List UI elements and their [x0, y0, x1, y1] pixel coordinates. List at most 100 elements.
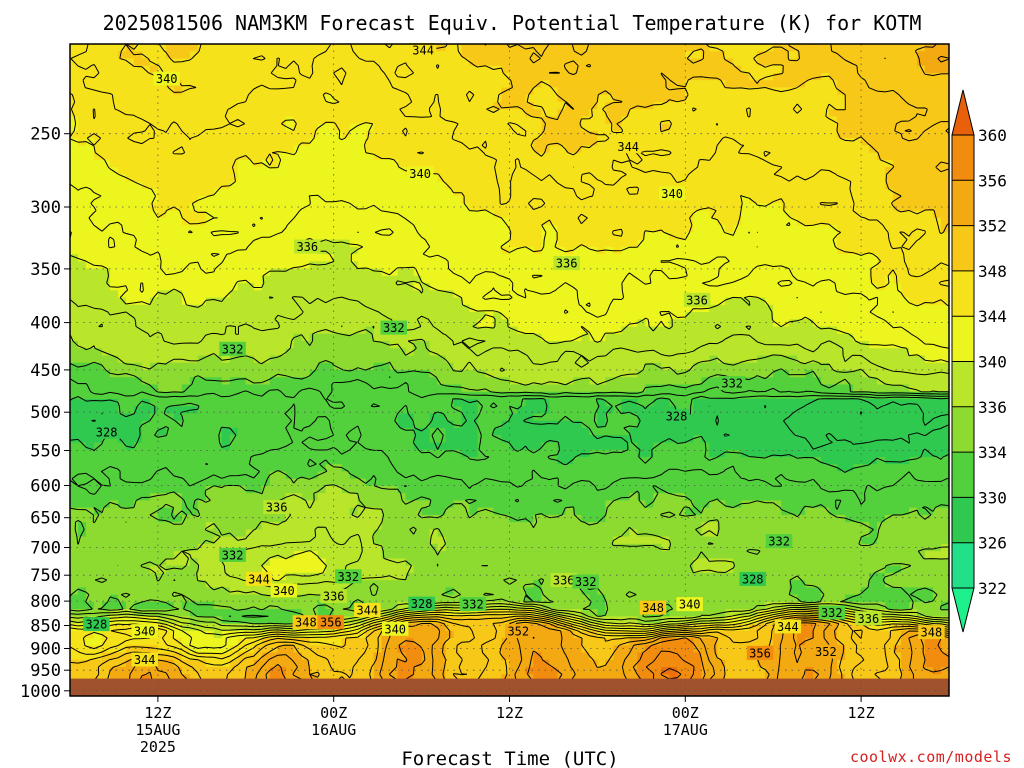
- shade-cell: [302, 167, 311, 175]
- shade-cell: [837, 160, 846, 168]
- shade-cell: [597, 203, 606, 211]
- shade-cell: [917, 167, 926, 175]
- shade-cell: [573, 131, 582, 139]
- shade-cell: [925, 182, 934, 190]
- shade-cell: [462, 153, 471, 161]
- shade-cell: [302, 290, 311, 298]
- shade-cell: [749, 283, 758, 291]
- shade-cell: [286, 356, 295, 364]
- shade-cell: [502, 138, 511, 146]
- shade-cell: [661, 276, 670, 284]
- shade-cell: [182, 196, 191, 204]
- shade-cell: [885, 153, 894, 161]
- shade-cell: [190, 145, 199, 153]
- shade-cell: [390, 66, 399, 74]
- shade-cell: [701, 95, 710, 103]
- shade-cell: [246, 312, 255, 320]
- shade-cell: [861, 153, 870, 161]
- shade-cell: [470, 283, 479, 291]
- shade-cell: [605, 196, 614, 204]
- shade-cell: [669, 211, 678, 219]
- shade-cell: [102, 66, 111, 74]
- shade-cell: [454, 109, 463, 117]
- shade-cell: [549, 203, 558, 211]
- shade-cell: [246, 276, 255, 284]
- shade-cell: [318, 203, 327, 211]
- shade-cell: [597, 269, 606, 277]
- shade-cell: [334, 305, 343, 313]
- shade-cell: [885, 58, 894, 66]
- shade-cell: [270, 305, 279, 313]
- shade-cell: [533, 109, 542, 117]
- shade-cell: [102, 44, 111, 52]
- shade-cell: [198, 51, 207, 59]
- shade-cell: [494, 58, 503, 66]
- shade-cell: [933, 174, 942, 182]
- shade-cell: [470, 51, 479, 59]
- shade-cell: [358, 276, 367, 284]
- shade-cell: [502, 160, 511, 168]
- shade-cell: [629, 276, 638, 284]
- shade-cell: [829, 254, 838, 262]
- shade-cell: [150, 102, 159, 110]
- shade-cell: [374, 348, 383, 356]
- shade-cell: [286, 145, 295, 153]
- shade-cell: [853, 174, 862, 182]
- shade-cell: [853, 80, 862, 88]
- shade-cell: [821, 356, 830, 364]
- shade-cell: [821, 44, 830, 52]
- shade-cell: [813, 145, 822, 153]
- shade-cell: [486, 305, 495, 313]
- shade-cell: [685, 356, 694, 364]
- shade-cell: [262, 167, 271, 175]
- shade-cell: [158, 87, 167, 95]
- shade-cell: [789, 131, 798, 139]
- shade-cell: [158, 276, 167, 284]
- shade-cell: [294, 51, 303, 59]
- shade-cell: [222, 276, 231, 284]
- shade-cell: [613, 290, 622, 298]
- shade-cell: [517, 87, 526, 95]
- shade-cell: [901, 283, 910, 291]
- shade-cell: [605, 138, 614, 146]
- shade-cell: [414, 356, 423, 364]
- shade-cell: [342, 276, 351, 284]
- shade-cell: [494, 247, 503, 255]
- shade-cell: [286, 131, 295, 139]
- shade-cell: [789, 305, 798, 313]
- shade-cell: [486, 261, 495, 269]
- shade-cell: [270, 174, 279, 182]
- shade-cell: [422, 305, 431, 313]
- shade-cell: [637, 58, 646, 66]
- shade-cell: [861, 276, 870, 284]
- shade-cell: [78, 298, 87, 306]
- shade-cell: [494, 356, 503, 364]
- shade-cell: [885, 66, 894, 74]
- shade-cell: [110, 254, 119, 262]
- shade-cell: [717, 334, 726, 342]
- shade-cell: [158, 189, 167, 197]
- shade-cell: [645, 124, 654, 132]
- shade-cell: [182, 116, 191, 124]
- shade-cell: [621, 87, 630, 95]
- shade-cell: [150, 305, 159, 313]
- shade-cell: [262, 211, 271, 219]
- shade-cell: [86, 232, 95, 240]
- shade-cell: [533, 189, 542, 197]
- shade-cell: [398, 225, 407, 233]
- shade-cell: [422, 153, 431, 161]
- shade-cell: [86, 276, 95, 284]
- shade-cell: [845, 211, 854, 219]
- shade-cell: [350, 370, 359, 378]
- shade-cell: [877, 356, 886, 364]
- shade-cell: [589, 160, 598, 168]
- shade-cell: [134, 80, 143, 88]
- shade-cell: [342, 218, 351, 226]
- shade-cell: [166, 44, 175, 52]
- shade-cell: [430, 138, 439, 146]
- shade-cell: [182, 51, 191, 59]
- shade-cell: [805, 44, 814, 52]
- shade-cell: [182, 102, 191, 110]
- shade-cell: [206, 95, 215, 103]
- shade-cell: [677, 131, 686, 139]
